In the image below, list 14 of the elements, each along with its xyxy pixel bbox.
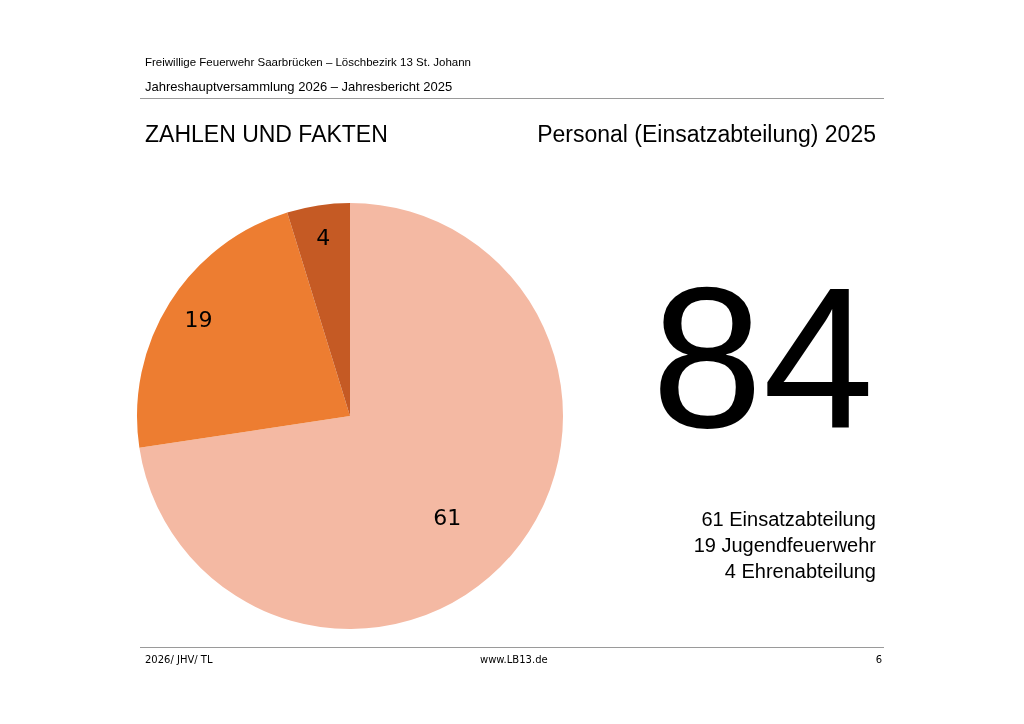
text: 4 Ehrenabteilung	[723, 559, 876, 584]
text: Personal (Einsatzabteilung) 2025	[537, 121, 876, 148]
text: Jahreshauptversammlung 2026 – Jahresbericht 2025	[145, 79, 453, 94]
text: 19 Jugendfeuerwehr	[693, 533, 876, 558]
text: 61 Einsatzabteilung	[700, 507, 876, 532]
text: www.LB13.de	[480, 654, 548, 665]
data-label: 19	[184, 306, 213, 332]
text: 84	[651, 246, 874, 469]
chart-subtitle: ZAHLEN UND FAKTEN	[145, 121, 388, 148]
text: 6	[875, 654, 882, 665]
data-label: 4	[316, 224, 331, 250]
text: 2026/ JHV/ TL	[145, 654, 213, 665]
text: Freiwillige Feuerwehr Saarbrücken – Löschbezirk 13 St. Johann	[145, 56, 471, 68]
data-label: 61	[433, 505, 462, 531]
